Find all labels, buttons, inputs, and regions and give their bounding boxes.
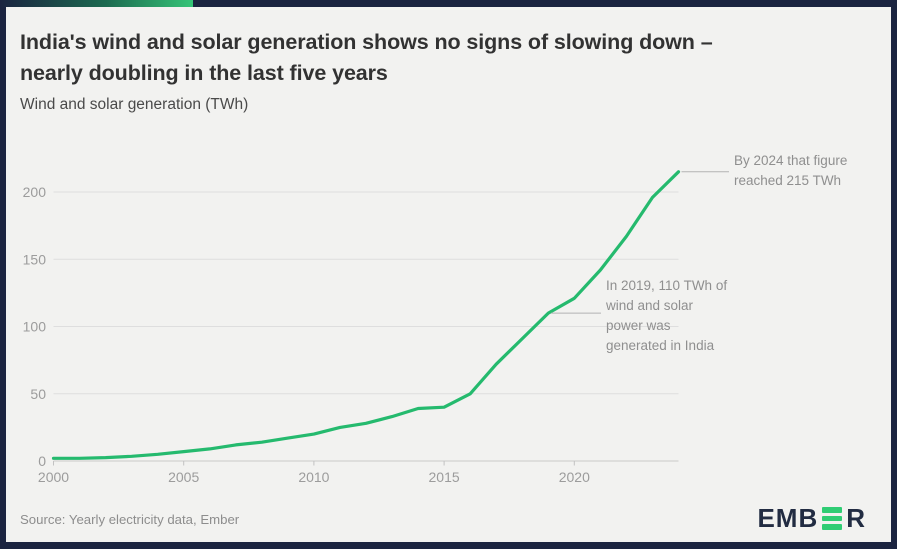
x-tick-label: 2010 [298,469,329,485]
y-tick-label: 50 [30,386,46,402]
ember-logo-text-r: R [846,503,866,533]
ember-logo-e-icon [822,507,843,530]
chart-title-line2: nearly doubling in the last five years [20,61,388,85]
y-tick-label: 200 [23,184,47,200]
top-accent-bar [0,0,193,7]
chart-card: India's wind and solar generation shows … [6,7,891,542]
ember-logo-text-emb: EMB [757,503,819,533]
x-tick-label: 2000 [38,469,69,485]
data-line-wind-solar [51,170,681,460]
x-tick-label: 2005 [168,469,199,485]
x-tick-label: 2020 [559,469,590,485]
y-tick-label: 100 [23,319,47,335]
annotation-line: By 2024 that figure [734,153,848,168]
y-tick-label: 0 [38,453,46,469]
chart-subtitle: Wind and solar generation (TWh) [20,96,249,113]
annotation-2024: By 2024 that figure reached 215 TWh [734,151,847,191]
annotation-line: reached 215 TWh [734,173,842,188]
ember-logo: EMB R [757,503,866,534]
annotation-line: In 2019, 110 TWh of [606,278,728,293]
annotation-line: wind and solar [606,298,694,313]
annotation-line: power was [606,318,671,333]
x-tick-label: 2015 [429,469,460,485]
chart-title: India's wind and solar generation shows … [20,27,713,89]
line-chart: 0 50 100 150 200 2000 2005 2010 2015 2020 [23,170,729,485]
y-tick-label: 150 [23,251,47,267]
annotation-2019: In 2019, 110 TWh of wind and solar power w… [606,276,727,356]
annotation-line: generated in India [606,338,715,353]
chart-title-line1: India's wind and solar generation shows … [20,30,713,54]
source-note: Source: Yearly electricity data, Ember [20,512,240,527]
